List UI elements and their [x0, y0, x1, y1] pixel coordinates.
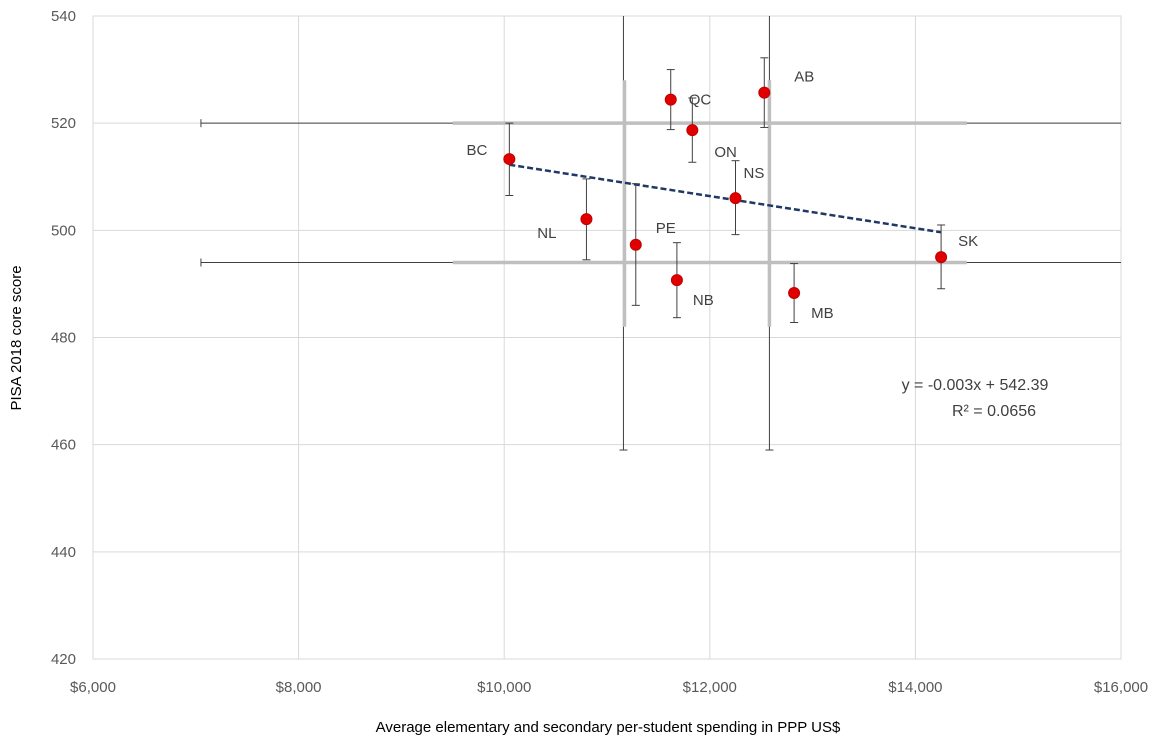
- point-labels: BC NL PE QC NB ON NS AB MB SK: [466, 69, 978, 322]
- point-label: QC: [689, 92, 712, 109]
- trendline-r-squared: R² = 0.0656: [952, 403, 1036, 420]
- trendline-equation: y = -0.003x + 542.39: [902, 377, 1049, 394]
- data-point: [670, 274, 683, 287]
- point-label: NB: [693, 292, 714, 309]
- y-tick-label: 480: [51, 330, 76, 347]
- gridlines: [92, 15, 1122, 660]
- point-label: PE: [656, 220, 676, 237]
- trendline: [509, 163, 942, 234]
- point-label: BC: [466, 142, 487, 159]
- point-label: ON: [714, 144, 737, 161]
- data-point: [758, 86, 771, 99]
- point-label: NS: [744, 165, 765, 182]
- point-label: NL: [537, 225, 556, 242]
- data-point: [503, 153, 516, 166]
- y-tick-label: 540: [51, 8, 76, 25]
- x-tick-label: $10,000: [477, 679, 531, 696]
- data-points: [503, 86, 948, 300]
- point-label: SK: [958, 233, 978, 250]
- y-tick-label: 440: [51, 544, 76, 561]
- data-point: [729, 192, 742, 205]
- x-tick-label: $6,000: [70, 679, 116, 696]
- trendline-group: [509, 163, 942, 234]
- x-axis-title: Average elementary and secondary per-stu…: [376, 719, 841, 736]
- y-tick-label: 500: [51, 222, 76, 239]
- mean-band-lines: [452, 80, 967, 327]
- data-point: [629, 238, 642, 251]
- y-tick-label: 460: [51, 437, 76, 454]
- data-point: [580, 213, 593, 226]
- data-point: [788, 287, 801, 300]
- point-label: MB: [811, 305, 834, 322]
- data-point: [686, 124, 699, 137]
- y-tick-label: 520: [51, 115, 76, 132]
- error-bars: [505, 57, 946, 323]
- y-axis-title: PISA 2018 core score: [8, 265, 25, 410]
- x-tick-label: $14,000: [888, 679, 942, 696]
- point-label: AB: [794, 69, 814, 86]
- tick-labels: 420 440 460 480 500 520 540 $6,000 $8,000 $10,000…: [51, 8, 1148, 696]
- data-point: [935, 251, 948, 264]
- x-tick-label: $16,000: [1094, 679, 1148, 696]
- y-tick-label: 420: [51, 651, 76, 668]
- x-tick-label: $12,000: [683, 679, 737, 696]
- data-point: [664, 93, 677, 106]
- x-tick-label: $8,000: [276, 679, 322, 696]
